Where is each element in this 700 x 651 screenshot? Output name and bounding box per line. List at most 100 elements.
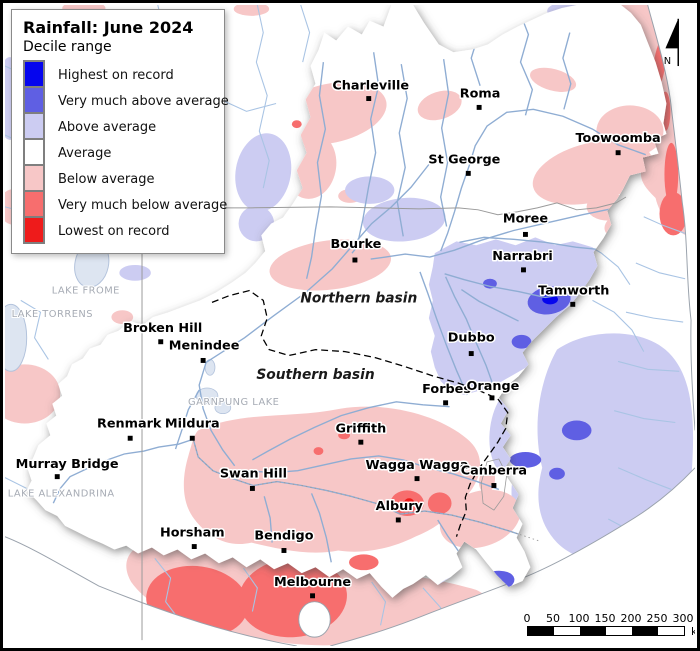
river bbox=[617, 360, 680, 372]
patch-very-much-below bbox=[313, 447, 324, 455]
svg-text:Charleville: Charleville bbox=[332, 79, 409, 94]
river bbox=[396, 63, 408, 237]
river-murrumbidgee bbox=[248, 455, 500, 491]
city-marker bbox=[414, 476, 420, 482]
river bbox=[154, 558, 181, 622]
scale-unit: km bbox=[691, 625, 695, 638]
coastline-east bbox=[647, 5, 695, 431]
city-tamworth: Tamworth bbox=[537, 282, 611, 307]
border-qld-nsw bbox=[142, 196, 627, 216]
legend-item-below: Below average bbox=[23, 164, 214, 193]
patch-above-average bbox=[235, 133, 292, 212]
city-marker bbox=[465, 170, 471, 176]
patch-very-much-below bbox=[659, 192, 688, 236]
patch-above-average bbox=[119, 264, 151, 281]
scale-tick: 100 bbox=[568, 612, 590, 625]
rainfall-map: N LAKE FROME LAKE TORRENS GARNPUNG LAKE … bbox=[5, 5, 695, 646]
river-warrego bbox=[351, 52, 380, 254]
inner-lakes bbox=[195, 359, 232, 415]
river-macquarie bbox=[444, 276, 496, 391]
city-marker bbox=[158, 339, 164, 345]
north-arrow: N bbox=[664, 18, 679, 67]
svg-text:Murray Bridge: Murray Bridge bbox=[16, 457, 119, 472]
svg-text:Albury: Albury bbox=[376, 499, 424, 514]
river-ovens bbox=[437, 519, 460, 553]
city-horsham: Horsham bbox=[159, 524, 226, 550]
city-labels: Charleville Roma Toowoomba St George Mor… bbox=[14, 77, 662, 599]
legend-swatch bbox=[23, 138, 45, 167]
city-marker bbox=[189, 435, 195, 441]
river bbox=[635, 262, 686, 280]
city-menindee: Menindee bbox=[167, 337, 241, 363]
legend-swatch bbox=[23, 60, 45, 89]
svg-text:Tamworth: Tamworth bbox=[538, 283, 609, 298]
svg-text:Broken Hill: Broken Hill bbox=[123, 321, 202, 336]
city-marker bbox=[615, 150, 621, 156]
river-castlereagh bbox=[461, 288, 519, 322]
port-phillip-bay bbox=[298, 601, 331, 638]
svg-text:Roma: Roma bbox=[460, 87, 501, 102]
svg-text:Dubbo: Dubbo bbox=[448, 331, 495, 346]
legend-item-lowest: Lowest on record bbox=[23, 216, 214, 245]
legend-item-very-much-below: Very much below average bbox=[23, 190, 227, 219]
patch-very-much-above bbox=[561, 420, 592, 441]
scale-segment bbox=[528, 627, 554, 635]
lake-torrens-label: LAKE TORRENS bbox=[12, 309, 93, 320]
scale-tick: 250 bbox=[646, 612, 668, 625]
river bbox=[643, 216, 686, 234]
city-marker bbox=[310, 593, 316, 599]
legend-label: Below average bbox=[58, 171, 155, 187]
legend-label: Very much above average bbox=[58, 93, 229, 109]
city-bendigo: Bendigo bbox=[253, 527, 315, 553]
legend-item-highest: Highest on record bbox=[23, 60, 214, 89]
svg-text:Orange: Orange bbox=[467, 379, 520, 394]
city-swan-hill: Swan Hill bbox=[218, 465, 288, 491]
river-loddon bbox=[263, 496, 273, 543]
city-marker bbox=[54, 474, 60, 480]
north-arrow-head bbox=[665, 18, 679, 49]
city-orange: Orange bbox=[465, 378, 521, 401]
city-marker bbox=[191, 544, 197, 550]
river-goulburn bbox=[310, 493, 332, 563]
svg-text:Canberra: Canberra bbox=[461, 464, 527, 479]
patch-very-much-above bbox=[509, 452, 542, 468]
scale-tick: 300 bbox=[672, 612, 694, 625]
legend-label: Highest on record bbox=[58, 67, 174, 83]
river bbox=[617, 467, 672, 490]
city-marker bbox=[395, 517, 401, 523]
patch-below-average bbox=[530, 67, 577, 92]
scale-segment bbox=[658, 627, 684, 635]
patch-below-average bbox=[233, 5, 270, 16]
garnpung-lake-label: GARNPUNG LAKE bbox=[188, 397, 279, 408]
city-marker bbox=[358, 439, 364, 445]
scale-segment bbox=[606, 627, 632, 635]
city-marker bbox=[521, 267, 526, 273]
patch-below-average bbox=[269, 239, 392, 291]
river bbox=[625, 311, 684, 323]
city-marker bbox=[522, 231, 528, 237]
river-paroo bbox=[305, 62, 327, 279]
legend-label: Above average bbox=[58, 119, 157, 135]
city-marker bbox=[366, 96, 372, 102]
ocean-east bbox=[647, 5, 695, 431]
svg-text:Mildura: Mildura bbox=[165, 416, 220, 431]
city-albury: Albury bbox=[374, 498, 425, 523]
map-title: Rainfall: June 2024 bbox=[23, 18, 194, 37]
svg-text:Forbes: Forbes bbox=[422, 382, 471, 397]
coastline-southwest bbox=[5, 536, 297, 646]
river-darling bbox=[198, 164, 430, 467]
city-melbourne: Melbourne bbox=[273, 573, 353, 599]
city-moree: Moree bbox=[501, 210, 550, 237]
patch-very-much-below bbox=[664, 142, 679, 206]
north-label: N bbox=[664, 56, 671, 67]
river bbox=[439, 59, 450, 227]
svg-text:Menindee: Menindee bbox=[169, 339, 240, 354]
city-marker bbox=[281, 548, 287, 553]
river-bogan bbox=[419, 271, 468, 396]
patch-below-average bbox=[417, 90, 462, 121]
patch-above-average bbox=[345, 176, 395, 204]
southern-basin-label: Southern basin bbox=[256, 367, 375, 383]
scale-bar: 0 50 100 150 200 250 300 km bbox=[519, 612, 696, 638]
city-charleville: Charleville bbox=[331, 77, 411, 102]
